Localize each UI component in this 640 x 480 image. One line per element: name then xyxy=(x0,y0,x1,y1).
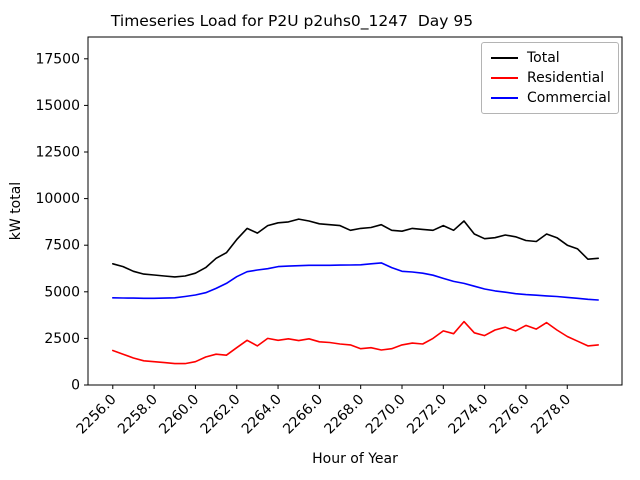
x-axis-label: Hour of Year xyxy=(312,451,398,467)
plot-border xyxy=(87,36,623,386)
y-tick-label: 7500 xyxy=(44,238,80,254)
x-tick-label: 2258.0 xyxy=(115,392,161,438)
x-tick-label: 2256.0 xyxy=(74,392,120,438)
series-line-total xyxy=(112,218,600,278)
x-tick-label: 2260.0 xyxy=(156,392,202,438)
x-tick-label: 2262.0 xyxy=(198,392,244,438)
commercial-line-swatch xyxy=(491,97,518,99)
legend-item-total: Total xyxy=(491,48,610,68)
x-tick-label: 2274.0 xyxy=(445,392,491,438)
y-tick-label: 0 xyxy=(71,378,80,394)
y-tick-label: 17500 xyxy=(35,51,80,67)
y-tick-label: 10000 xyxy=(35,191,80,207)
legend-label-total: Total xyxy=(527,50,560,66)
chart-title: Timeseries Load for P2U p2uhs0_1247 Day … xyxy=(110,12,474,30)
legend-item-commercial: Commercial xyxy=(491,88,611,108)
legend-item-residential: Residential xyxy=(491,68,610,88)
total-line-swatch xyxy=(491,57,518,59)
x-tick-label: 2268.0 xyxy=(322,392,368,438)
legend-label-residential: Residential xyxy=(527,70,605,86)
y-tick-label: 15000 xyxy=(35,98,80,114)
x-tick-label: 2264.0 xyxy=(239,392,285,438)
residential-line-swatch xyxy=(491,77,518,79)
series-line-residential xyxy=(112,320,600,365)
y-tick-label: 5000 xyxy=(44,284,80,300)
y-tick-label: 2500 xyxy=(44,331,80,347)
y-axis-label: kW total xyxy=(8,181,24,241)
x-tick-label: 2272.0 xyxy=(404,392,450,438)
series-line-commercial xyxy=(112,262,600,301)
legend-label-commercial: Commercial xyxy=(527,90,611,106)
x-tick-label: 2270.0 xyxy=(363,392,409,438)
x-tick-label: 2266.0 xyxy=(280,392,326,438)
x-tick-label: 2278.0 xyxy=(528,392,574,438)
x-tick-label: 2276.0 xyxy=(487,392,533,438)
legend: Total Residential Commercial xyxy=(481,42,619,114)
y-tick-label: 12500 xyxy=(35,145,80,161)
